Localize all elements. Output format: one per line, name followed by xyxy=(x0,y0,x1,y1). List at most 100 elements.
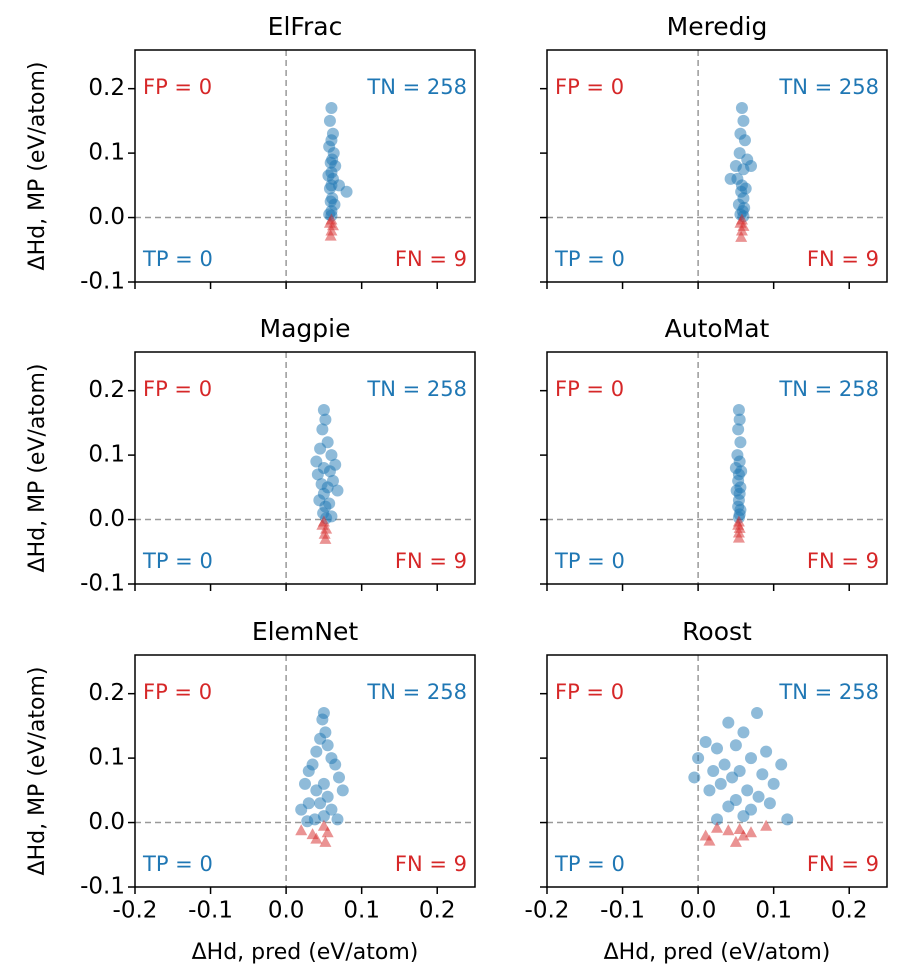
plot-frame xyxy=(546,49,888,283)
point xyxy=(295,803,308,816)
point xyxy=(714,777,727,790)
y-tick-label: -0.1 xyxy=(80,571,125,597)
point xyxy=(321,826,334,838)
x-tick-label: 0.1 xyxy=(755,898,792,924)
point xyxy=(711,742,723,755)
point xyxy=(737,829,750,841)
annotation: TN = 258 xyxy=(778,680,879,704)
point xyxy=(732,531,745,543)
x-tick-label: -0.2 xyxy=(113,898,158,924)
x-axis-label: ΔHd, pred (eV/atom) xyxy=(604,940,831,965)
annotation: TP = 0 xyxy=(554,247,625,271)
annotation: FN = 9 xyxy=(395,549,467,573)
annotation: FP = 0 xyxy=(143,377,212,401)
annotation: FP = 0 xyxy=(555,377,624,401)
x-tick-label: -0.1 xyxy=(600,898,645,924)
annotation: TP = 0 xyxy=(554,549,625,573)
x-tick-label: -0.1 xyxy=(188,898,233,924)
point xyxy=(751,707,764,719)
point xyxy=(707,765,720,777)
point xyxy=(301,815,314,828)
point xyxy=(323,182,336,195)
point xyxy=(316,423,329,436)
panel-title: AutoMat xyxy=(665,314,770,343)
annotation: TN = 258 xyxy=(366,680,467,704)
point xyxy=(737,726,750,739)
point xyxy=(752,790,765,803)
point xyxy=(756,768,769,781)
point xyxy=(726,771,739,784)
point xyxy=(763,797,776,810)
point xyxy=(775,758,788,771)
point xyxy=(703,834,716,846)
y-tick-label: 0.2 xyxy=(88,75,125,101)
point xyxy=(745,160,757,172)
point xyxy=(325,449,338,462)
point xyxy=(311,468,324,481)
point xyxy=(699,736,712,748)
point xyxy=(340,185,353,198)
point xyxy=(718,758,731,771)
point xyxy=(737,114,750,127)
annotation: FN = 9 xyxy=(807,247,879,271)
point xyxy=(781,813,794,826)
annotation: TP = 0 xyxy=(142,247,213,271)
point xyxy=(331,484,344,497)
x-tick-label: -0.2 xyxy=(525,898,570,924)
annotation: FP = 0 xyxy=(555,680,624,704)
point xyxy=(323,465,336,478)
x-tick-label: 0.2 xyxy=(831,898,868,924)
y-tick-label: -0.1 xyxy=(80,874,125,900)
point xyxy=(688,771,701,784)
point xyxy=(745,752,757,765)
point xyxy=(323,114,336,127)
point xyxy=(703,784,716,797)
x-axis-label: ΔHd, pred (eV/atom) xyxy=(192,940,419,965)
plot-frame xyxy=(546,654,888,888)
x-tick-label: 0.2 xyxy=(419,898,456,924)
point xyxy=(735,102,748,114)
point xyxy=(317,810,330,823)
x-tick-label: 0.0 xyxy=(680,898,717,924)
point xyxy=(732,404,745,416)
point xyxy=(729,835,742,847)
point xyxy=(735,230,748,242)
annotation: TN = 258 xyxy=(366,75,467,99)
point xyxy=(692,752,705,765)
point xyxy=(333,771,345,784)
point xyxy=(767,777,780,790)
point xyxy=(329,758,342,771)
point xyxy=(734,436,747,449)
x-tick-label: 0.0 xyxy=(268,898,305,924)
point xyxy=(318,527,331,539)
point xyxy=(319,532,332,544)
point xyxy=(319,835,332,847)
point xyxy=(737,810,750,823)
panel-title: Meredig xyxy=(667,12,768,41)
point xyxy=(319,413,332,426)
plot-frame xyxy=(134,49,476,283)
annotation: FN = 9 xyxy=(807,852,879,876)
y-tick-label: 0.0 xyxy=(88,204,125,230)
annotation: FN = 9 xyxy=(395,852,467,876)
point xyxy=(331,813,344,826)
point xyxy=(325,102,338,114)
point xyxy=(316,713,329,726)
annotation: TP = 0 xyxy=(142,549,213,573)
point xyxy=(314,442,327,455)
point xyxy=(317,404,330,416)
panel-title: ElemNet xyxy=(252,617,359,646)
point xyxy=(738,134,751,147)
point xyxy=(314,797,327,810)
annotation: TN = 258 xyxy=(778,377,879,401)
point xyxy=(733,413,746,426)
point xyxy=(711,821,723,833)
point xyxy=(733,521,746,533)
annotation: FN = 9 xyxy=(395,247,467,271)
x-tick-label: 0.1 xyxy=(343,898,380,924)
panel-title: Roost xyxy=(682,617,752,646)
annotation: FP = 0 xyxy=(143,75,212,99)
point xyxy=(741,784,754,797)
annotation: TP = 0 xyxy=(142,852,213,876)
